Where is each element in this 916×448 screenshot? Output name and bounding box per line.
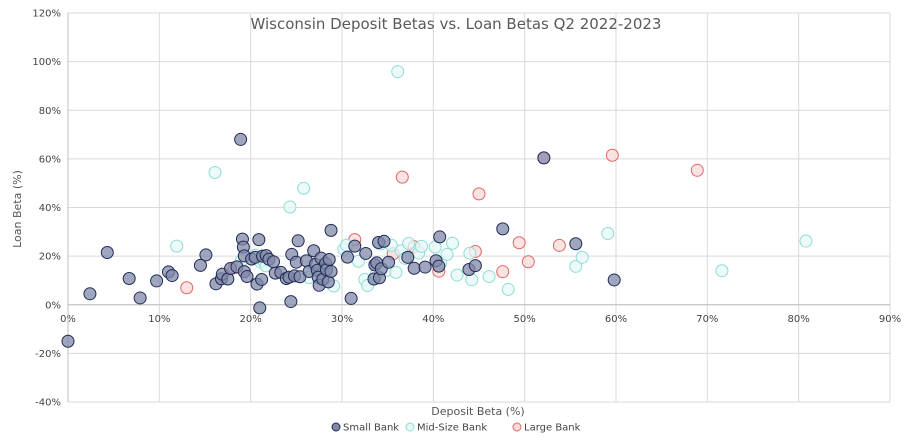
- small-bank-point: [133, 291, 147, 305]
- legend: Small Bank Mid-Size Bank Large Bank: [331, 422, 581, 434]
- x-tick-label: 70%: [696, 314, 718, 325]
- x-tick-label: 90%: [879, 314, 901, 325]
- legend-label-mid-size-bank: Mid-Size Bank: [417, 423, 487, 434]
- small-bank-point: [433, 230, 447, 244]
- small-bank-point: [377, 234, 391, 248]
- mid-size-bank-point: [414, 239, 428, 253]
- x-axis-title: Deposit Beta (%): [431, 405, 524, 418]
- small-bank-point: [496, 222, 510, 236]
- small-bank-point: [122, 271, 136, 285]
- mid-size-bank-point: [501, 282, 515, 296]
- small-bank-point: [407, 261, 421, 275]
- small-bank-point: [348, 239, 362, 253]
- small-bank-point: [322, 253, 336, 267]
- small-bank-point: [284, 295, 298, 309]
- small-bank-point: [150, 274, 164, 288]
- mid-size-bank-point: [208, 165, 222, 179]
- gridlines: [67, 12, 891, 403]
- small-bank-point: [255, 272, 269, 286]
- y-tick-label: 60%: [39, 154, 61, 165]
- data-points: [61, 65, 813, 348]
- mid-size-bank-point: [440, 247, 454, 261]
- large-bank-point: [521, 255, 535, 269]
- small-bank-point: [267, 255, 280, 269]
- mid-size-bank-point: [446, 236, 460, 250]
- small-bank-point: [100, 245, 114, 259]
- mid-size-bank-point: [402, 236, 416, 250]
- large-bank-point: [472, 187, 486, 201]
- mid-size-bank-point: [715, 264, 729, 278]
- large-bank-point: [605, 148, 619, 162]
- mid-size-bank-point: [482, 270, 496, 284]
- small-bank-point: [240, 270, 254, 284]
- y-tick-label: 120%: [32, 9, 61, 20]
- small-bank-point: [537, 151, 551, 165]
- legend-marker-mid-size-bank: [405, 422, 415, 432]
- y-tick-label: 20%: [39, 252, 61, 263]
- small-bank-point: [165, 269, 179, 283]
- x-tick-label: 40%: [422, 314, 444, 325]
- axes: 0% 10% 20% 30% 40% 50% 60% 70% 80% 90%-40%-20%0%2…: [32, 9, 901, 409]
- legend-label-small-bank: Small Bank: [343, 423, 399, 434]
- mid-size-bank-point: [601, 227, 615, 241]
- mid-size-bank-point: [391, 65, 405, 79]
- mid-size-bank-point: [799, 234, 813, 248]
- y-tick-label: 80%: [39, 106, 61, 117]
- mid-size-bank-point: [283, 200, 297, 214]
- x-tick-label: 10%: [148, 314, 170, 325]
- large-bank-point: [180, 281, 194, 295]
- small-bank-point: [432, 259, 446, 273]
- chart-title: Wisconsin Deposit Betas vs. Loan Betas Q…: [251, 15, 662, 33]
- y-tick-label: 40%: [39, 203, 61, 214]
- small-bank-point: [324, 264, 338, 278]
- small-bank-point: [252, 233, 266, 247]
- mid-size-bank-point: [463, 246, 477, 260]
- small-bank-point: [61, 334, 75, 348]
- y-tick-label: 100%: [32, 57, 61, 68]
- small-bank-point: [83, 287, 97, 301]
- x-tick-label: 50%: [514, 314, 536, 325]
- small-bank-point: [359, 246, 373, 260]
- large-bank-point: [552, 238, 566, 252]
- small-bank-point: [340, 250, 354, 264]
- x-tick-label: 20%: [240, 314, 262, 325]
- small-bank-point: [193, 258, 207, 272]
- y-tick-label: -20%: [35, 349, 61, 360]
- mid-size-bank-point: [170, 239, 184, 253]
- small-bank-point: [253, 301, 267, 315]
- small-bank-point: [291, 234, 305, 248]
- legend-marker-small-bank: [331, 422, 341, 432]
- y-axis-title: Loan Beta (%): [11, 170, 24, 248]
- mid-size-bank-point: [389, 265, 403, 279]
- legend-marker-large-bank: [512, 422, 522, 432]
- small-bank-point: [468, 259, 482, 273]
- small-bank-point: [569, 237, 583, 251]
- mid-size-bank-point: [569, 259, 583, 273]
- mid-size-bank-point: [575, 250, 589, 264]
- large-bank-point: [395, 170, 409, 184]
- y-tick-label: 0%: [45, 300, 61, 311]
- small-bank-point: [418, 260, 432, 274]
- large-bank-point: [690, 163, 704, 177]
- legend-label-large-bank: Large Bank: [524, 423, 581, 434]
- large-bank-point: [496, 265, 510, 279]
- small-bank-point: [234, 132, 248, 146]
- small-bank-point: [344, 291, 358, 305]
- small-bank-point: [324, 223, 338, 237]
- mid-size-bank-point: [450, 268, 464, 282]
- small-bank-point: [199, 248, 213, 262]
- x-tick-label: 60%: [605, 314, 627, 325]
- large-bank-point: [512, 236, 526, 250]
- small-bank-point: [401, 250, 415, 264]
- small-bank-point: [382, 255, 396, 269]
- small-bank-point: [607, 273, 621, 287]
- y-tick-label: -40%: [35, 398, 61, 409]
- x-tick-label: 30%: [331, 314, 353, 325]
- x-tick-label: 80%: [788, 314, 810, 325]
- mid-size-bank-point: [297, 181, 311, 195]
